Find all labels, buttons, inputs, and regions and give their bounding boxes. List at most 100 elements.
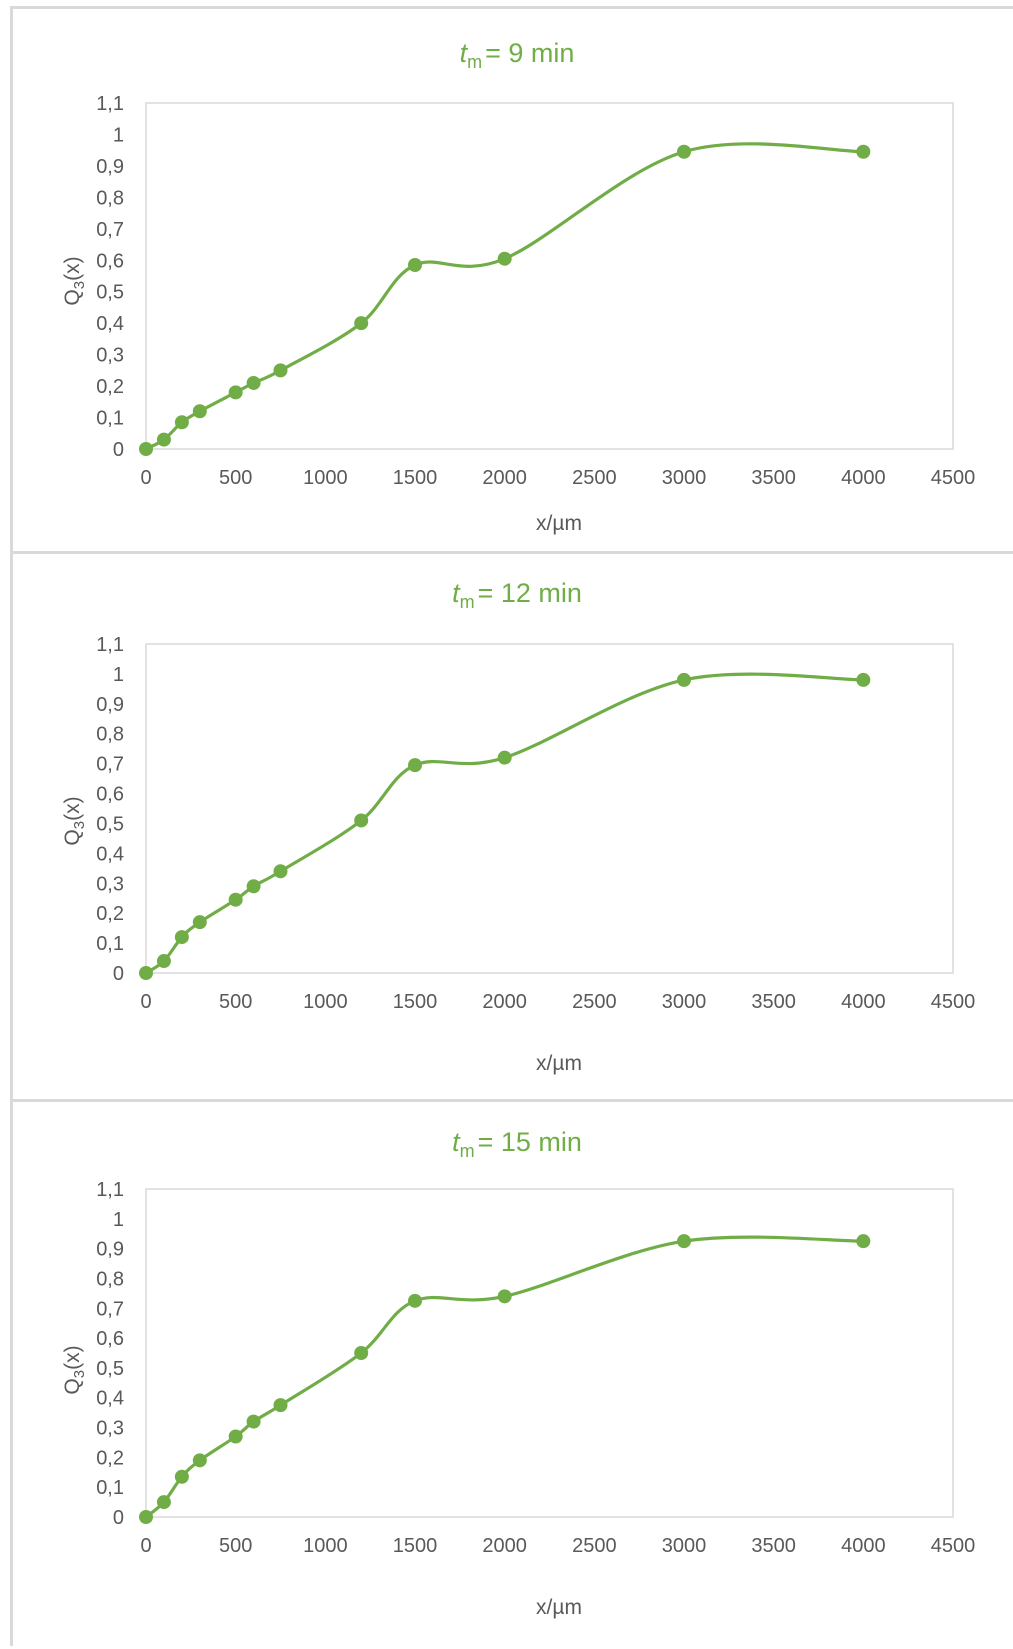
data-point [246,1414,261,1429]
x-tick-label: 2000 [482,991,527,1013]
y-tick-label: 0,9 [96,1239,124,1261]
data-point [354,316,369,331]
y-tick-label: 0 [113,963,124,985]
y-tick-label: 1 [113,1209,124,1231]
data-point [174,1469,189,1484]
data-point [246,375,261,390]
x-tick-label: 500 [219,1535,252,1557]
y-tick-label: 0,9 [96,694,124,716]
x-tick-label: 1000 [303,467,348,489]
y-tick-label: 0,7 [96,754,124,776]
x-axis-label: x/µm [536,1052,582,1075]
data-point [354,1346,369,1360]
data-point [856,672,871,687]
x-tick-label: 4500 [931,991,976,1013]
data-point [174,930,189,945]
data-point [408,758,422,773]
x-tick-label: 500 [219,467,252,489]
x-tick-label: 3500 [751,1535,796,1557]
y-axis-label-main: Q [61,1378,84,1394]
x-tick-label: 4000 [841,991,886,1013]
x-tick-label: 1500 [393,1535,438,1557]
y-axis-label-sub: 3 [71,1370,88,1378]
x-tick-label: 3500 [751,991,796,1013]
y-tick-label: 0,1 [96,933,124,955]
series-line [144,142,865,451]
data-point [228,385,243,400]
data-point [192,404,207,419]
data-point [192,1453,207,1468]
x-tick-label: 3000 [662,1535,707,1557]
x-tick-label: 1000 [303,991,348,1013]
data-point [408,1293,422,1308]
y-axis-label-rest: (x) [61,796,84,821]
y-tick-label: 0,9 [96,156,124,178]
x-tick-label: 0 [140,991,151,1013]
data-point [246,879,261,894]
x-tick-label: 2500 [572,991,617,1013]
y-tick-label: 0,3 [96,873,124,895]
y-tick-label: 1 [113,664,124,686]
y-tick-label: 1,1 [96,1179,124,1201]
data-point [156,954,171,969]
x-tick-label: 4500 [931,1535,976,1557]
x-tick-label: 2000 [482,1535,527,1557]
data-point [497,750,512,765]
chart-title-rest: = 12 min [478,578,582,608]
series-line [144,1235,865,1519]
data-point [228,1429,243,1444]
data-point [139,1510,153,1524]
plot-area-border [145,1188,954,1518]
x-tick-label: 2500 [572,467,617,489]
y-axis-label-main: Q [61,829,84,845]
chart-title: tm = 12 min [452,578,582,612]
x-tick-label: 500 [219,991,252,1013]
data-point [856,144,871,159]
y-tick-label: 0,4 [96,1388,124,1410]
y-axis-label-sub: 3 [71,821,88,829]
chart-title-rest: = 9 min [485,38,574,68]
chart-title-sub: m [467,52,482,72]
y-tick-label: 0,3 [96,345,124,367]
y-tick-label: 0,8 [96,724,124,746]
x-tick-label: 3000 [662,991,707,1013]
data-point [139,966,153,980]
data-point [174,415,189,430]
chart-svg: tm = 12 min Q3(x) x/µm 0 0,1 0,2 0,3 0,4 0,5 0,… [61,578,976,1075]
x-tick-label: 1500 [393,467,438,489]
chart-svg: tm = 9 min Q3(x) x/µm 0 0,1 0,2 0,3 0,4 0,5 0,6… [61,38,976,535]
y-tick-label: 0,8 [96,187,124,209]
x-tick-label: 3500 [751,467,796,489]
y-tick-label: 0,5 [96,282,124,304]
y-tick-label: 0,3 [96,1418,124,1440]
x-tick-label: 4000 [841,467,886,489]
y-tick-label: 0,8 [96,1268,124,1290]
chart-title: tm = 9 min [460,38,575,72]
y-tick-label: 0,2 [96,903,124,925]
plot-area-border [145,643,954,974]
y-axis-label-rest: (x) [61,256,84,281]
y-axis-label-main: Q [61,289,84,305]
x-tick-label: 4500 [931,467,976,489]
data-point [192,915,207,930]
y-tick-label: 0,5 [96,1358,124,1380]
y-axis-label-rest: (x) [61,1345,84,1370]
y-tick-label: 0,2 [96,376,124,398]
x-tick-label: 1500 [393,991,438,1013]
y-tick-label: 0,7 [96,219,124,241]
chart-title: tm = 15 min [452,1127,582,1161]
x-tick-label: 2500 [572,1535,617,1557]
x-tick-label: 4000 [841,1535,886,1557]
chart-svg: tm = 15 min Q3(x) x/µm 0 0,1 0,2 0,3 0,4 0,5 0,… [61,1127,976,1619]
plot-area-border [145,102,954,450]
data-point [273,864,288,879]
data-point [497,1289,512,1304]
chart-title-var: t [452,578,461,608]
chart-panel-12min: tm = 12 min Q3(x) x/µm 0 0,1 0,2 0,3 0,4 0,5 0,… [10,551,1013,1102]
chart-title-var: t [460,38,469,68]
y-tick-label: 0,5 [96,813,124,835]
data-point [228,892,243,907]
x-tick-label: 0 [140,467,151,489]
chart-title-var: t [452,1127,461,1157]
y-tick-label: 1,1 [96,93,124,115]
